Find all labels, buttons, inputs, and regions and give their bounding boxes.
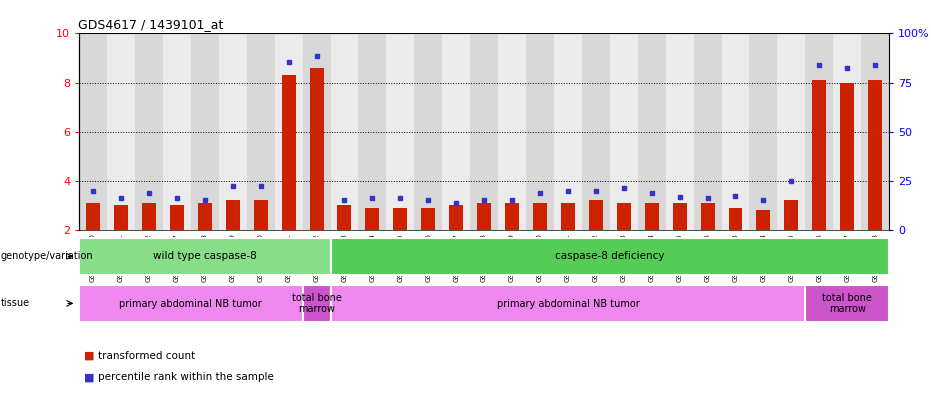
Bar (722, 33, 749, 230)
Bar (303, 285, 331, 322)
Bar (163, 33, 191, 230)
Text: total bone
marrow: total bone marrow (291, 293, 342, 314)
Text: caspase-8 deficiency: caspase-8 deficiency (555, 252, 665, 261)
Bar (79, 238, 331, 275)
Text: ■: ■ (84, 351, 94, 361)
Bar (107, 33, 135, 230)
Text: transformed count: transformed count (98, 351, 195, 361)
Bar (729, 208, 743, 230)
Bar (135, 33, 163, 230)
Bar (386, 33, 414, 230)
Bar (365, 208, 380, 230)
Bar (672, 203, 687, 230)
Bar (331, 238, 889, 275)
Bar (275, 33, 303, 230)
Bar (554, 33, 582, 230)
Text: wild type caspase-8: wild type caspase-8 (153, 252, 257, 261)
Bar (358, 33, 386, 230)
Bar (281, 75, 295, 230)
Bar (79, 285, 303, 322)
Bar (861, 33, 889, 230)
Bar (805, 285, 889, 322)
Bar (588, 200, 603, 230)
Bar (526, 33, 554, 230)
Text: ■: ■ (84, 372, 94, 382)
Bar (170, 205, 184, 230)
Text: primary abdominal NB tumor: primary abdominal NB tumor (496, 299, 640, 309)
Bar (86, 203, 101, 230)
Bar (225, 200, 240, 230)
Bar (833, 33, 861, 230)
Bar (560, 203, 575, 230)
Bar (309, 68, 324, 230)
Bar (777, 33, 805, 230)
Bar (219, 33, 247, 230)
Bar (868, 80, 883, 230)
Bar (582, 33, 610, 230)
Bar (253, 200, 268, 230)
Bar (115, 205, 128, 230)
Bar (498, 33, 526, 230)
Text: GDS4617 / 1439101_at: GDS4617 / 1439101_at (77, 18, 223, 31)
Bar (79, 33, 107, 230)
Bar (331, 285, 805, 322)
Bar (331, 33, 358, 230)
Bar (450, 205, 464, 230)
Bar (337, 205, 352, 230)
Bar (191, 33, 219, 230)
Bar (784, 200, 799, 230)
Bar (700, 203, 715, 230)
Bar (756, 210, 771, 230)
Bar (616, 203, 631, 230)
Bar (805, 33, 833, 230)
Bar (694, 33, 722, 230)
Bar (247, 33, 275, 230)
Bar (610, 33, 638, 230)
Bar (644, 203, 659, 230)
Bar (505, 203, 519, 230)
Bar (666, 33, 694, 230)
Text: genotype/variation: genotype/variation (1, 251, 93, 261)
Text: primary abdominal NB tumor: primary abdominal NB tumor (119, 299, 263, 309)
Bar (840, 83, 855, 230)
Bar (142, 203, 156, 230)
Bar (442, 33, 470, 230)
Bar (812, 80, 827, 230)
Text: tissue: tissue (1, 298, 30, 309)
Bar (394, 208, 408, 230)
Bar (749, 33, 777, 230)
Bar (533, 203, 546, 230)
Bar (470, 33, 498, 230)
Bar (421, 208, 435, 230)
Bar (197, 203, 212, 230)
Text: total bone
marrow: total bone marrow (822, 293, 872, 314)
Bar (414, 33, 442, 230)
Bar (638, 33, 666, 230)
Text: percentile rank within the sample: percentile rank within the sample (98, 372, 274, 382)
Bar (303, 33, 331, 230)
Bar (478, 203, 492, 230)
